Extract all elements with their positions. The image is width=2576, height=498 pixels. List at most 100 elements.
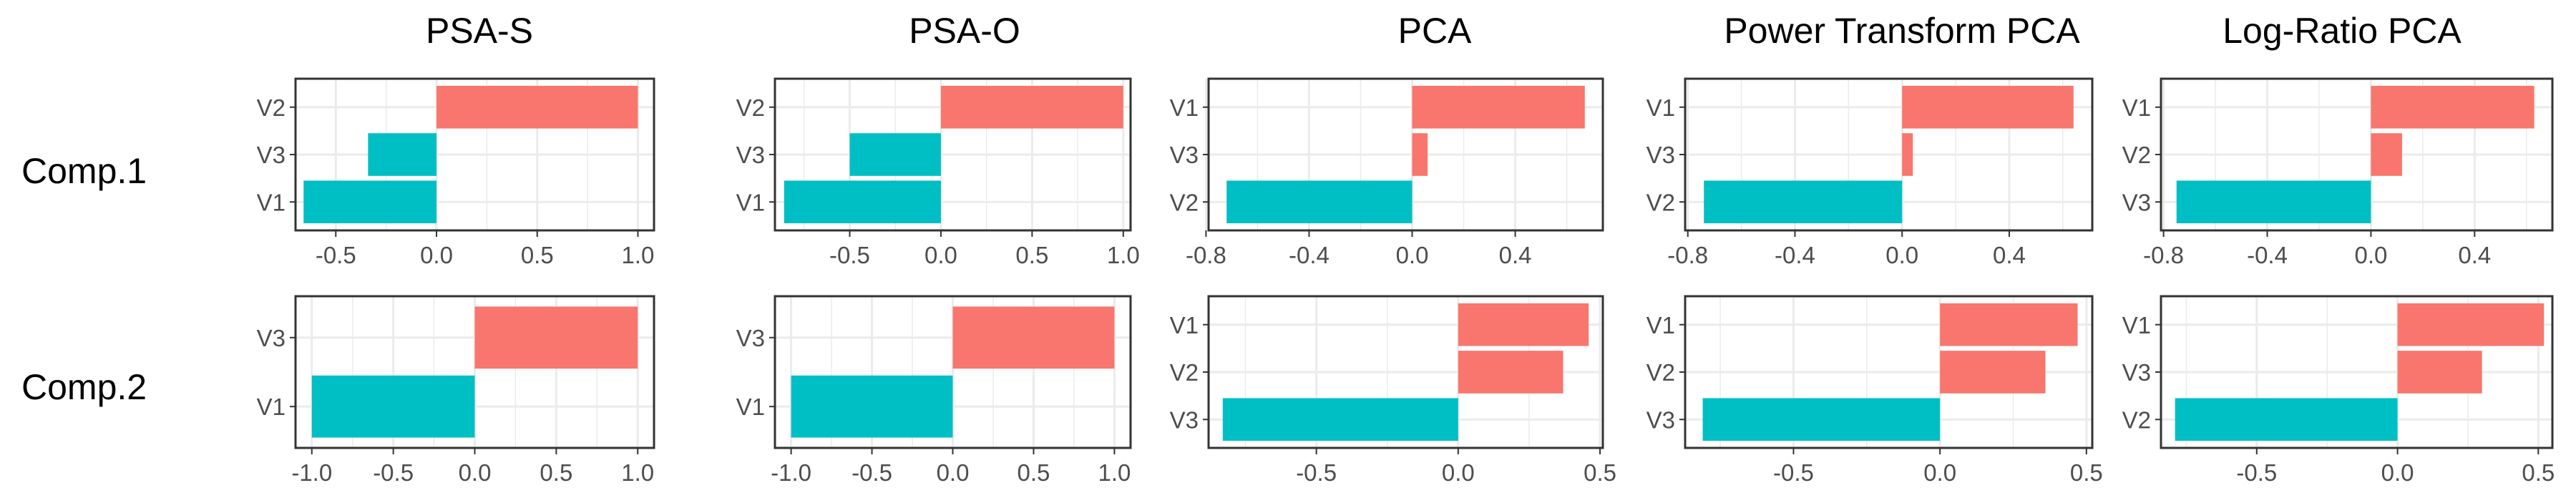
chart-psa-s-comp2: V3 V1 -1.0 -0.5 0.0 0.5 1.0 xyxy=(257,295,655,486)
column-title-psa-s: PSA-S xyxy=(425,11,534,51)
x-tick-label-power-transform-pca-comp-1: -0.4 xyxy=(1775,242,1815,268)
category-label-log-ratio-pca-comp-1-v1: V1 xyxy=(2122,94,2151,121)
bar-psa-s-comp-1-v3 xyxy=(368,133,437,176)
chart-psa-s-comp1: V2 V3 V1 -0.5 0.0 0.5 1.0 xyxy=(257,77,655,268)
category-label-power-transform-pca-comp-2-v2: V2 xyxy=(1646,359,1675,386)
category-label-log-ratio-pca-comp-1-v2: V2 xyxy=(2122,142,2151,168)
panel-border xyxy=(2160,295,2554,449)
x-tick-label-power-transform-pca-comp-1: 0.4 xyxy=(1993,242,2026,268)
category-label-psa-o-comp-1-v2: V2 xyxy=(736,94,765,121)
category-label-power-transform-pca-comp-2-v3: V3 xyxy=(1646,406,1675,433)
x-tick-label-psa-s-comp-1: -0.5 xyxy=(316,242,356,268)
bar-pca-comp-1-v3 xyxy=(1412,133,1428,176)
panel-border xyxy=(294,77,655,232)
x-tick-label-log-ratio-pca-comp-1: -0.8 xyxy=(2143,242,2184,268)
bar-pca-comp-2-v2 xyxy=(1458,351,1563,394)
category-label-pca-comp-2-v1: V1 xyxy=(1170,312,1199,338)
x-tick-label-psa-s-comp-2: 0.0 xyxy=(459,459,492,486)
x-tick-label-psa-o-comp-2: 0.5 xyxy=(1018,459,1050,486)
bar-log-ratio-pca-comp-2-v2 xyxy=(2175,398,2398,441)
bar-log-ratio-pca-comp-1-v3 xyxy=(2176,180,2371,224)
chart-pca-comp1: V1 V3 V2 -0.8 -0.4 0.0 0.4 xyxy=(1170,77,1604,268)
category-label-pca-comp-1-v1: V1 xyxy=(1170,94,1199,121)
x-tick-label-psa-o-comp-1: -0.5 xyxy=(829,242,870,268)
column-title-power-transform-pca: Power Transform PCA xyxy=(1724,11,2080,51)
bar-pca-comp-2-v3 xyxy=(1222,398,1458,441)
category-label-psa-o-comp-2-v1: V1 xyxy=(736,394,765,420)
panel-border xyxy=(1207,77,1604,232)
bar-pca-comp-2-v1 xyxy=(1458,303,1589,346)
x-tick-label-power-transform-pca-comp-1: -0.8 xyxy=(1667,242,1708,268)
x-tick-label-log-ratio-pca-comp-2: -0.5 xyxy=(2236,459,2277,486)
bar-power-transform-pca-comp-2-v1 xyxy=(1940,303,2078,346)
x-tick-label-power-transform-pca-comp-2: 0.0 xyxy=(1923,459,1956,486)
x-tick-label-pca-comp-2: 0.5 xyxy=(1584,459,1616,486)
x-tick-label-psa-o-comp-2: -0.5 xyxy=(852,459,892,486)
category-label-log-ratio-pca-comp-2-v3: V3 xyxy=(2122,359,2151,386)
bar-power-transform-pca-comp-2-v3 xyxy=(1702,398,1941,441)
column-title-log-ratio-pca: Log-Ratio PCA xyxy=(2223,11,2462,51)
category-label-psa-s-comp-2-v3: V3 xyxy=(257,325,286,351)
category-label-psa-o-comp-2-v3: V3 xyxy=(736,325,765,351)
x-tick-label-log-ratio-pca-comp-1: 0.4 xyxy=(2458,242,2491,268)
x-tick-label-psa-s-comp-2: -0.5 xyxy=(373,459,414,486)
chart-power-transform-pca-comp1: V1 V3 V2 -0.8 -0.4 0.0 0.4 xyxy=(1646,77,2094,268)
category-label-log-ratio-pca-comp-2-v1: V1 xyxy=(2122,312,2151,338)
column-title-pca: PCA xyxy=(1397,11,1472,51)
panel-border xyxy=(1684,77,2094,232)
chart-power-transform-pca-comp2: V1 V2 V3 -0.5 0.0 0.5 xyxy=(1646,295,2103,486)
x-tick-label-pca-comp-2: 0.0 xyxy=(1442,459,1475,486)
category-label-psa-o-comp-1-v3: V3 xyxy=(736,142,765,168)
category-label-power-transform-pca-comp-1-v2: V2 xyxy=(1646,189,1675,215)
bar-psa-o-comp-1-v2 xyxy=(940,85,1123,129)
bar-power-transform-pca-comp-1-v3 xyxy=(1902,133,1913,176)
category-label-pca-comp-2-v2: V2 xyxy=(1170,359,1199,386)
bar-pca-comp-1-v2 xyxy=(1226,180,1413,224)
x-tick-label-power-transform-pca-comp-2: 0.5 xyxy=(2070,459,2103,486)
category-label-psa-s-comp-2-v1: V1 xyxy=(257,394,286,420)
x-tick-label-pca-comp-2: -0.5 xyxy=(1296,459,1337,486)
x-tick-label-psa-o-comp-1: 0.5 xyxy=(1015,242,1048,268)
bar-log-ratio-pca-comp-1-v2 xyxy=(2371,133,2402,176)
category-label-log-ratio-pca-comp-1-v3: V3 xyxy=(2122,189,2151,215)
bar-log-ratio-pca-comp-2-v3 xyxy=(2397,351,2482,394)
row-label-comp-2: Comp.2 xyxy=(21,367,147,407)
chart-log-ratio-pca-comp1: V1 V2 V3 -0.8 -0.4 0.0 0.4 xyxy=(2122,77,2554,268)
bar-log-ratio-pca-comp-2-v1 xyxy=(2397,303,2545,346)
x-tick-label-psa-s-comp-2: 0.5 xyxy=(540,459,572,486)
x-tick-label-psa-o-comp-2: -1.0 xyxy=(771,459,811,486)
x-tick-label-power-transform-pca-comp-1: 0.0 xyxy=(1885,242,1918,268)
x-tick-label-psa-s-comp-2: 1.0 xyxy=(621,459,654,486)
x-tick-label-psa-o-comp-1: 1.0 xyxy=(1107,242,1140,268)
x-tick-label-log-ratio-pca-comp-2: 0.5 xyxy=(2522,459,2555,486)
category-label-power-transform-pca-comp-2-v1: V1 xyxy=(1646,312,1675,338)
row-label-comp-1: Comp.1 xyxy=(21,151,147,191)
category-label-pca-comp-2-v3: V3 xyxy=(1170,406,1199,433)
x-tick-label-psa-o-comp-1: 0.0 xyxy=(924,242,957,268)
panel-border xyxy=(2160,77,2554,232)
bar-psa-s-comp-2-v3 xyxy=(474,306,638,369)
x-tick-label-pca-comp-1: 0.0 xyxy=(1396,242,1429,268)
column-title-psa-o: PSA-O xyxy=(909,11,1020,51)
bar-psa-s-comp-1-v1 xyxy=(303,180,437,224)
panel-border xyxy=(1684,295,2094,449)
x-tick-label-psa-s-comp-1: 0.0 xyxy=(420,242,453,268)
bar-log-ratio-pca-comp-1-v1 xyxy=(2371,85,2534,129)
category-label-pca-comp-1-v2: V2 xyxy=(1170,189,1199,215)
bar-psa-o-comp-2-v1 xyxy=(791,375,953,438)
x-tick-label-psa-s-comp-2: -1.0 xyxy=(291,459,332,486)
bar-psa-o-comp-1-v3 xyxy=(849,133,941,176)
x-tick-label-psa-s-comp-1: 0.5 xyxy=(521,242,554,268)
x-tick-label-pca-comp-1: -0.4 xyxy=(1289,242,1330,268)
chart-psa-o-comp1: V2 V3 V1 -0.5 0.0 0.5 1.0 xyxy=(736,77,1140,268)
panel-border xyxy=(774,77,1132,232)
chart-log-ratio-pca-comp2: V1 V3 V2 -0.5 0.0 0.5 xyxy=(2122,295,2555,486)
x-tick-label-log-ratio-pca-comp-2: 0.0 xyxy=(2381,459,2414,486)
x-tick-label-pca-comp-1: -0.8 xyxy=(1186,242,1226,268)
x-tick-label-psa-o-comp-2: 0.0 xyxy=(937,459,970,486)
x-tick-label-psa-s-comp-1: 1.0 xyxy=(622,242,655,268)
category-label-power-transform-pca-comp-1-v1: V1 xyxy=(1646,94,1675,121)
chart-pca-comp2: V1 V2 V3 -0.5 0.0 0.5 xyxy=(1170,295,1616,486)
x-tick-label-pca-comp-1: 0.4 xyxy=(1499,242,1532,268)
